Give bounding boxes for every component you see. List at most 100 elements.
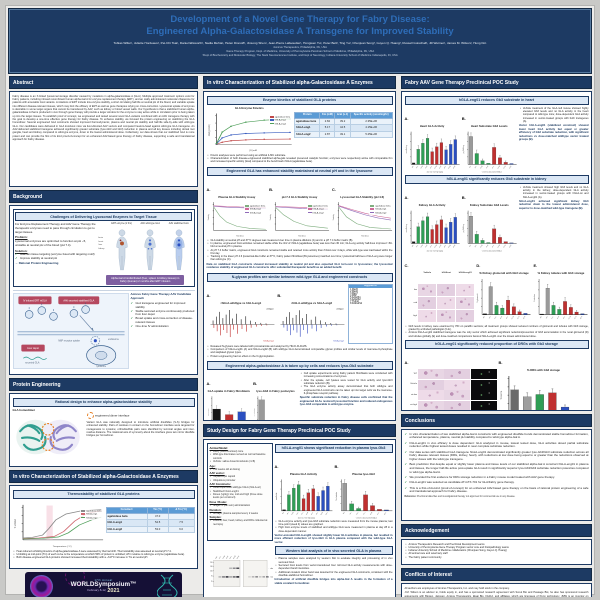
histology-image [444,369,471,379]
list-item: Our data series with stabilized GLA tran… [405,450,589,462]
svg-text:wt-M: wt-M [419,243,424,248]
panel-letter: A. [206,186,211,192]
svg-text:e1-M: e1-M [434,165,438,170]
diagram-label-lysosome: lysosome [96,366,107,368]
list-item: Stable secreted enzyme continuously prod… [131,309,195,318]
panel-letter: E. [533,262,538,268]
legend-swatch [244,208,249,210]
svg-text:← monomer: ← monomer [268,575,273,578]
problem-text: Lysosomal enzymes are optimized to funct… [15,239,86,247]
glycan-title: N-glycan profiles are similar between wi… [206,272,393,282]
svg-text:WT: WT [540,316,543,319]
plasma-stability-chart: Plasma GLA Stability Assay % activity Time… [207,195,268,238]
svg-text:veh: veh [469,165,472,168]
logo-name: WORLDSymposium™ [70,580,137,588]
list-item: Gb3 levels in kidney were examined by IH… [405,325,589,332]
plasma-activity-chart: Plasma GLA Activity veh wt-L wt-M wt-H e1-L e1… [275,472,333,519]
line-chart-canvas: % unfolded Temperature (°C) [15,504,103,547]
svg-text:wt-H: wt-H [295,511,299,515]
svg-text:veh: veh [411,244,414,247]
chart-title: Plasma lyso-Gb3 [352,471,375,476]
list-item: Vehicle treatment showed high Gb3 levels… [519,186,589,199]
solution-label: Solution: [15,248,28,253]
svg-text:e1-M: e1-M [497,244,501,249]
middle-column: In vitro Characterization of Stabilized … [203,76,396,597]
list-item: Heat-induced unfolding kinetics of alpha… [13,550,195,554]
abstract-section-header: Abstract [9,76,198,89]
line-chart-canvas: % activity Time (hrs) [332,201,392,237]
svg-text:e1-M: e1-M [305,511,309,515]
info-heading: AAV Constructs: [209,483,231,487]
list-item: After the uptake, cell lysates were test… [300,379,393,386]
table-cell: hGLA-eng2 [105,525,148,533]
svg-text:e2-L: e2-L [443,165,446,169]
thermostability-table: Construct Tm (°C) Δ Tm (°C) agalsidase beta… [105,506,195,533]
svg-text:* p<0.05 vs dose-matched hGLA-: * p<0.05 vs dose-matched hGLA-wt [355,516,377,519]
glycan-spectrum-b: rhGLA-wildtype vs hGLA-eng2 wildtype hGLA-… [277,301,346,344]
poc-section-header: Fabry AAV Gene Therapy Preclinical POC S… [401,76,592,89]
bars-chart-canvas: veh wt-L wt-H e1-L e1-M e1-H e2-H % of vehicle *… [336,479,392,519]
info-item: Doses (vg/kg): low, mid and high (three … [210,493,270,500]
kidney-panel-b: B. Kidney Substrate Gb3 Levels veh wt-L wt-… [462,186,517,252]
svg-text:e1-H: e1-H [236,554,240,559]
panel-letter: B. [277,292,282,298]
histology-image [418,379,444,390]
ack-section-header: Acknowledgement [401,524,592,537]
chart-title: Kidney Substrate Gb3 Levels [469,202,509,207]
svg-text:* p<0.05 vs dose-matched hGLA-: * p<0.05 vs dose-matched hGLA-wt [481,170,502,173]
svg-text:e1-H: e1-H [438,165,441,169]
legend-swatch [244,205,249,207]
svg-text:nmol/hr/mL: nmol/hr/mL [275,492,278,500]
svg-text:e2-H: e2-H [452,244,455,248]
svg-text:← dimer: ← dimer [268,566,273,569]
kidney-bold-note: hGLA-eng01 achieved significant kidney G… [518,199,589,210]
info-heading: AAV vector: [209,472,225,476]
lysogb3-reduction-chart: lyso-Gb3 in Fabry podocytes untrwteng1eng… [253,390,298,420]
list-item: Tracking in the lower pH 4.6 lysosomal-l… [207,255,393,262]
plasma-bullets: GLA enzyme activity and lyso-Gb3 substra… [275,520,393,533]
uptake-panel-a: A. GLA uptake in Fabry fibroblasts wildty… [207,372,252,420]
legend-swatch [81,516,86,519]
svg-text:Time (hrs): Time (hrs) [298,234,306,237]
list-item: Indiana University School of Medicine co… [405,549,589,553]
table-row: hGLA-eng1 5.17 44.5 4.15E+06 [294,124,393,132]
heart-activity-chart: Heart GLA Activity veh wt-L wt-M wt-H e1-L e1-… [405,124,460,173]
info-item: Wild-type littermates served as normal b… [210,453,270,460]
svg-text:e1-L: e1-L [429,165,432,169]
background-section-header: Background [9,190,198,203]
organ-labels: brain heart liver kidney [98,237,104,251]
list-item: 8 FA2G2S2 [350,302,362,305]
table-cell: 6.0 [167,525,195,533]
kinetics-chart: GLA Enzyme Kinetics Activity (nmol/hr) [S]… [207,106,293,153]
panel-letter: D. [476,262,481,268]
worldsymposium-logo: 17th Annual WORLDSymposium™ February 8-1… [25,572,182,597]
list-item: 6 A2G2S2 [350,298,361,301]
heart-title: hGLA-eng01 reduces Gb3 substrate in hear… [404,95,589,105]
western-blot-figure: veh wt-L wt-M wt-H e1-L e1-M e1-H 250 130 100 70 55… [210,554,273,587]
svg-text:e2-M: e2-M [448,165,452,170]
svg-text:wt-H: wt-H [355,511,359,515]
chart-legend: agalsidase beta hGLA-eng1 hGLA-eng2 [80,509,103,521]
human-silhouette-icon [173,229,185,271]
svg-text:wt-L: wt-L [473,244,477,248]
legend-swatch [269,119,274,121]
histology-image [470,390,497,401]
svg-text:hGLA-eng2: hGLA-eng2 [334,339,345,342]
logo-swirl-icon [30,575,53,597]
reference-text: Preclinical data files and investigation… [417,495,516,498]
histo-collabel: hGLA-eng01 [458,271,472,274]
svg-text:e1-H: e1-H [503,165,506,169]
histology-image [470,379,497,390]
divider [12,289,195,291]
histology-image [418,284,437,297]
histology-bullets: Gb3 levels in kidney were examined by IH… [405,325,589,338]
study-info-panel: Animal Model:Fabry (GLA knockout) miceWi… [206,442,273,541]
svg-text:wt-H: wt-H [485,165,489,169]
kidney-histology-panel: C. Vehicle hGLA-wt hGLA-eng01 low mid high [405,254,475,324]
ph-stability-chart: pH 7.4 GLA Stability Assay % activity Time… [269,195,330,238]
chart-legend: agalsidase beta hGLA-eng1 hGLA-eng2 [243,204,267,216]
list-item: This is a first-of-its-kind (proof-of-co… [405,486,589,495]
body-figure-aav-eng: AAV stabilized GLA [166,223,191,273]
legend-swatch [370,208,375,210]
